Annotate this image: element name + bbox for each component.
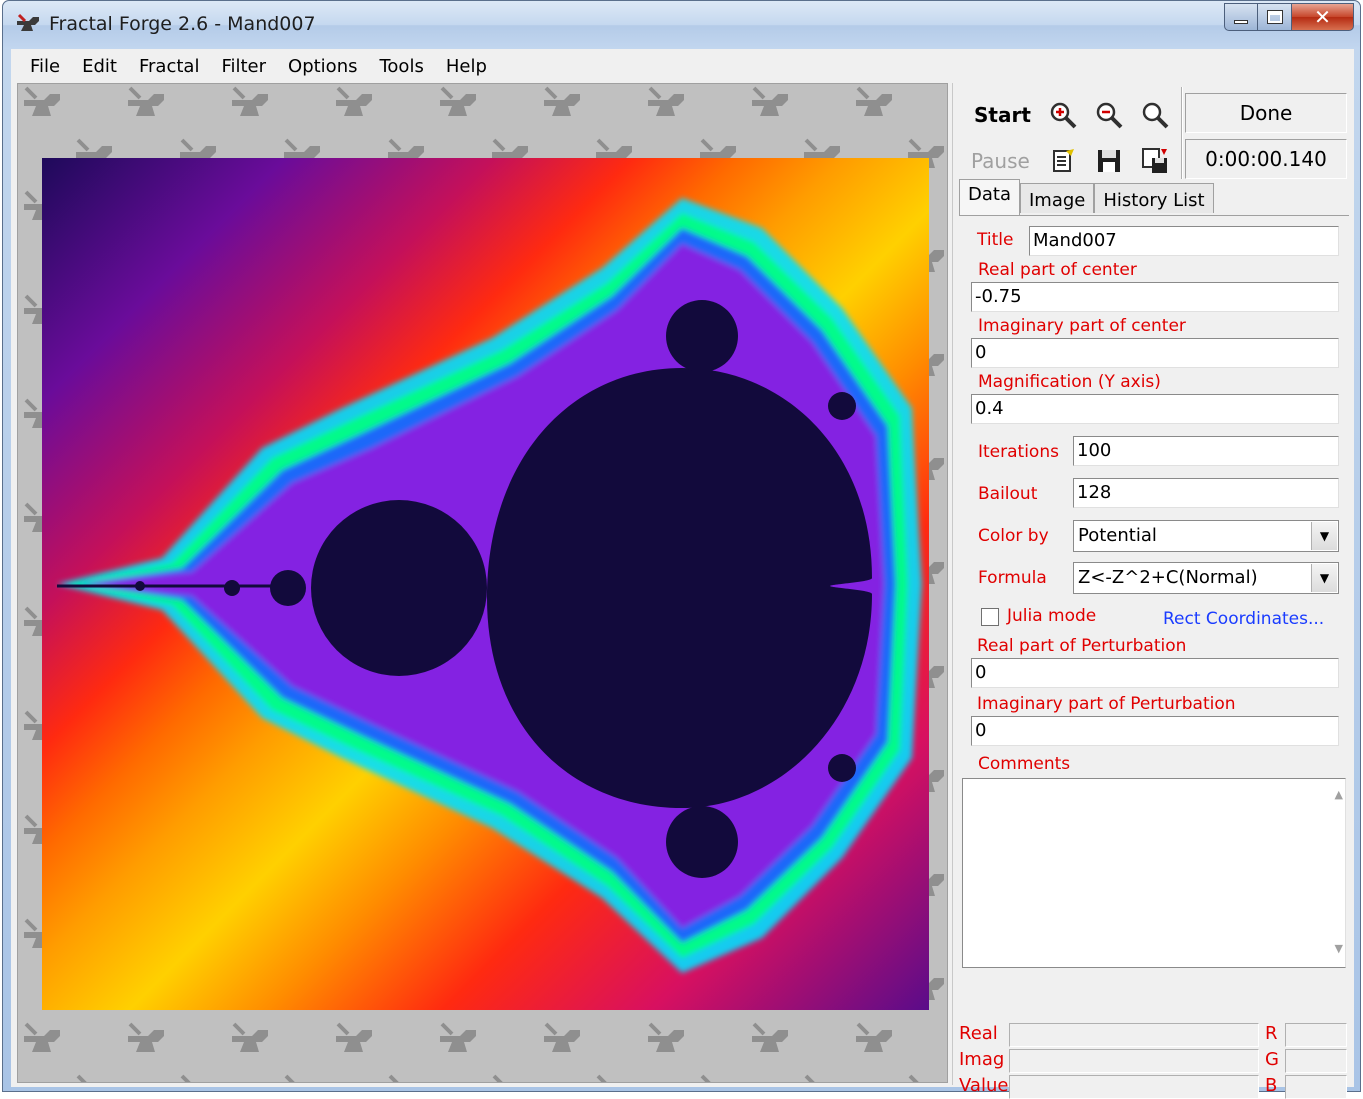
formula-label: Formula <box>978 568 1047 588</box>
toolbar: Start Pause <box>953 87 1353 179</box>
formula-value: Z<-Z^2+C(Normal) <box>1078 567 1258 588</box>
comments-label: Comments <box>978 754 1071 774</box>
color-by-label: Color by <box>978 526 1049 546</box>
comments-textarea[interactable] <box>962 778 1346 968</box>
mandelbrot-image[interactable] <box>42 158 929 1010</box>
magnification-label: Magnification (Y axis) <box>978 372 1161 392</box>
app-anvil-icon <box>17 13 39 31</box>
pixel-readout: Real R Imag G Value B <box>953 1013 1353 1099</box>
zoom-out-button[interactable] <box>1093 99 1125 131</box>
minimize-icon <box>1234 20 1248 24</box>
menu-edit[interactable]: Edit <box>82 55 117 77</box>
zoom-icon <box>1142 102 1169 129</box>
imag-center-label: Imaginary part of center <box>978 316 1186 336</box>
save-button[interactable] <box>1093 145 1125 177</box>
real-perturbation-field[interactable]: 0 <box>971 658 1339 688</box>
menu-file[interactable]: File <box>30 55 61 77</box>
imag-perturbation-field[interactable]: 0 <box>971 716 1339 746</box>
save-as-icon <box>1142 148 1167 173</box>
maximize-button[interactable] <box>1258 3 1292 31</box>
menu-bar: File Edit Fractal Filter Options Tools H… <box>11 49 1354 83</box>
readout-r-label: R <box>1265 1023 1278 1044</box>
fractal-canvas-area[interactable] <box>17 83 948 1083</box>
zoom-in-button[interactable] <box>1047 99 1079 131</box>
title-field[interactable]: Mand007 <box>1029 226 1339 256</box>
close-icon: ✕ <box>1314 5 1331 29</box>
scroll-up-icon[interactable]: ▲ <box>1334 788 1343 801</box>
iterations-field[interactable]: 100 <box>1073 436 1339 466</box>
close-button[interactable]: ✕ <box>1292 3 1354 31</box>
imag-center-field[interactable]: 0 <box>971 338 1339 368</box>
zoom-button[interactable] <box>1139 99 1171 131</box>
scroll-down-icon[interactable]: ▼ <box>1334 942 1343 955</box>
readout-real-value <box>1009 1023 1259 1047</box>
real-perturbation-label: Real part of Perturbation <box>977 636 1187 656</box>
menu-fractal[interactable]: Fractal <box>138 55 200 77</box>
pause-button[interactable]: Pause <box>971 149 1030 173</box>
edit-document-icon <box>1053 149 1074 172</box>
client-area: File Edit Fractal Filter Options Tools H… <box>11 49 1354 1099</box>
readout-imag-value <box>1009 1049 1259 1073</box>
real-center-field[interactable]: -0.75 <box>971 282 1339 312</box>
menu-tools[interactable]: Tools <box>379 55 424 77</box>
bailout-field[interactable]: 128 <box>1073 478 1339 508</box>
magnification-field[interactable]: 0.4 <box>971 394 1339 424</box>
properties-panel: Start Pause <box>952 83 1353 1099</box>
readout-g-value <box>1285 1049 1347 1073</box>
readout-b-label: B <box>1265 1075 1278 1096</box>
readout-real-label: Real <box>959 1023 998 1044</box>
toolbar-separator <box>1181 87 1183 179</box>
zoom-in-icon <box>1050 102 1077 129</box>
readout-value-label: Value <box>959 1075 1009 1096</box>
readout-r-value <box>1285 1023 1347 1047</box>
minimize-button[interactable] <box>1224 3 1258 31</box>
title-label: Title <box>977 230 1014 250</box>
menu-filter[interactable]: Filter <box>221 55 267 77</box>
color-by-value: Potential <box>1078 525 1157 546</box>
elapsed-time-display: 0:00:00.140 <box>1185 139 1347 179</box>
tab-image[interactable]: Image <box>1019 183 1095 213</box>
julia-mode-label[interactable]: Julia mode <box>1007 606 1097 626</box>
maximize-icon <box>1266 10 1283 24</box>
chevron-down-icon[interactable]: ▼ <box>1311 522 1337 550</box>
zoom-out-icon <box>1096 102 1123 129</box>
bailout-label: Bailout <box>978 484 1038 504</box>
readout-imag-label: Imag <box>959 1049 1005 1070</box>
readout-value-value <box>1009 1075 1259 1099</box>
start-button[interactable]: Start <box>974 103 1031 127</box>
tab-data[interactable]: Data <box>959 179 1020 215</box>
color-by-select[interactable]: Potential ▼ <box>1073 520 1339 552</box>
readout-b-value <box>1285 1075 1347 1099</box>
tab-history-list[interactable]: History List <box>1094 183 1214 213</box>
real-center-label: Real part of center <box>978 260 1137 280</box>
chevron-down-icon[interactable]: ▼ <box>1311 564 1337 592</box>
julia-mode-checkbox[interactable] <box>981 608 999 626</box>
data-tab-pane: Title Mand007 Real part of center -0.75 … <box>959 215 1349 1011</box>
menu-options[interactable]: Options <box>288 55 358 77</box>
window-title: Fractal Forge 2.6 - Mand007 <box>49 13 316 35</box>
iterations-label: Iterations <box>978 442 1059 462</box>
readout-g-label: G <box>1265 1049 1279 1070</box>
status-display: Done <box>1185 93 1347 133</box>
save-as-button[interactable] <box>1139 145 1171 177</box>
save-icon <box>1098 150 1120 172</box>
window-controls: ✕ <box>1224 3 1354 31</box>
imag-perturbation-label: Imaginary part of Perturbation <box>977 694 1236 714</box>
title-bar[interactable]: Fractal Forge 2.6 - Mand007 ✕ <box>3 1 1360 49</box>
panel-tabs: Data Image History List <box>959 179 1214 215</box>
edit-document-button[interactable] <box>1047 145 1079 177</box>
formula-select[interactable]: Z<-Z^2+C(Normal) ▼ <box>1073 562 1339 594</box>
rect-coordinates-link[interactable]: Rect Coordinates... <box>1163 609 1325 629</box>
menu-help[interactable]: Help <box>445 55 487 77</box>
